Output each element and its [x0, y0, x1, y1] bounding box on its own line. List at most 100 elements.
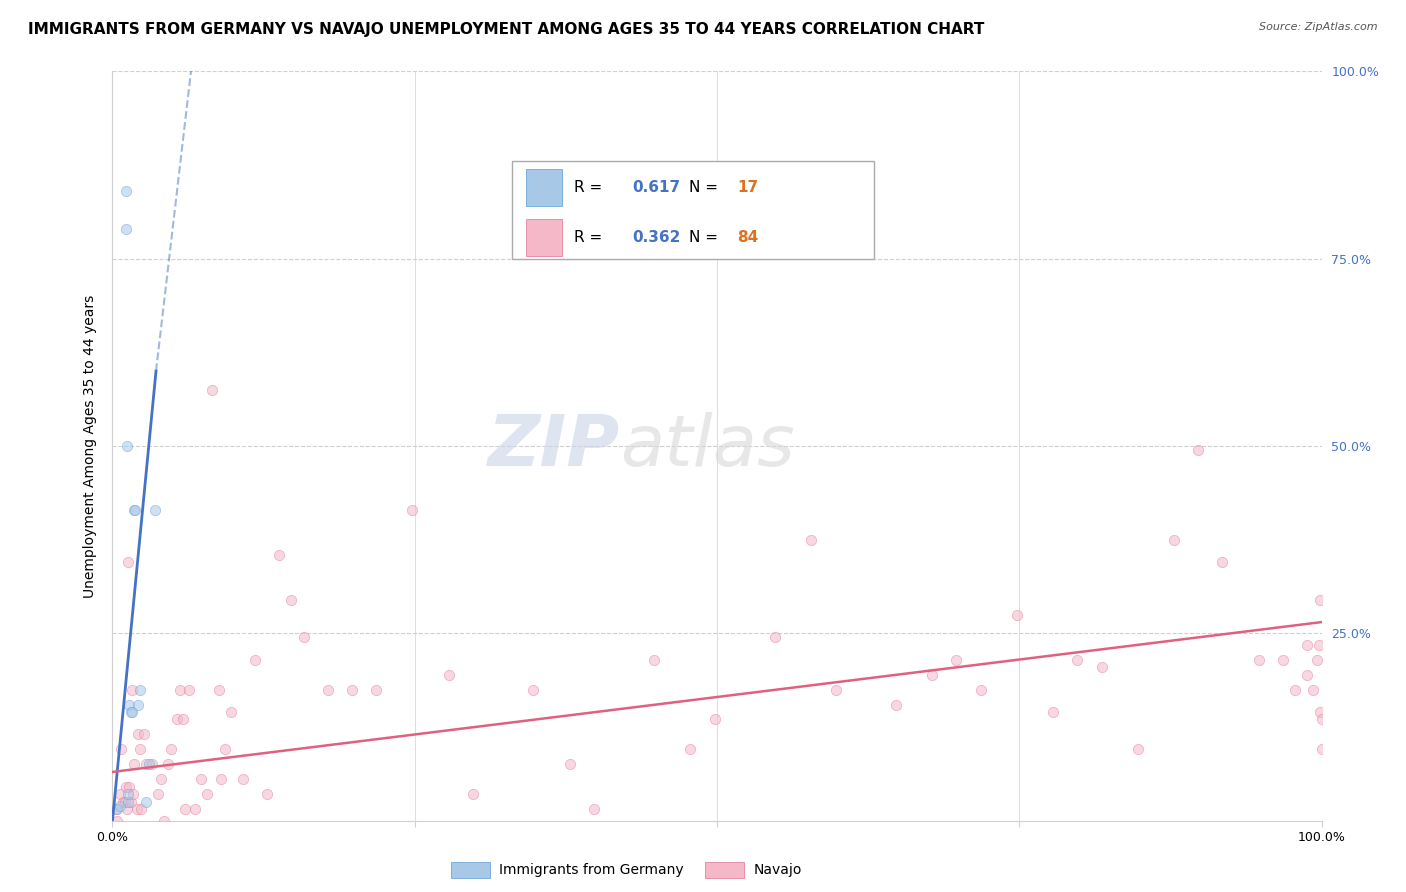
- Text: Immigrants from Germany: Immigrants from Germany: [499, 863, 685, 877]
- Point: [643, 652, 665, 666]
- Point: [1296, 667, 1319, 681]
- Text: Navajo: Navajo: [754, 863, 801, 877]
- Point: [141, 757, 163, 772]
- Point: [121, 705, 143, 719]
- Point: [582, 802, 605, 816]
- Text: IMMIGRANTS FROM GERMANY VS NAVAJO UNEMPLOYMENT AMONG AGES 35 TO 44 YEARS CORRELA: IMMIGRANTS FROM GERMANY VS NAVAJO UNEMPL…: [28, 22, 984, 37]
- Point: [117, 555, 139, 569]
- Point: [1247, 652, 1270, 666]
- Point: [1042, 705, 1064, 719]
- Point: [135, 757, 157, 772]
- Point: [209, 772, 232, 787]
- Point: [243, 652, 266, 666]
- Text: N =: N =: [689, 180, 723, 195]
- FancyBboxPatch shape: [704, 862, 744, 879]
- Point: [157, 757, 180, 772]
- Point: [115, 802, 138, 816]
- Point: [124, 502, 146, 516]
- Point: [280, 592, 302, 607]
- Point: [201, 383, 224, 397]
- FancyBboxPatch shape: [526, 169, 562, 206]
- Point: [1211, 555, 1233, 569]
- Point: [138, 757, 160, 772]
- Point: [292, 630, 315, 644]
- Point: [120, 705, 142, 719]
- Point: [131, 802, 153, 816]
- Point: [122, 788, 145, 802]
- Point: [190, 772, 212, 787]
- Point: [148, 788, 170, 802]
- Point: [149, 772, 172, 787]
- Point: [256, 788, 278, 802]
- Point: [364, 682, 387, 697]
- Point: [117, 795, 139, 809]
- Point: [1090, 660, 1112, 674]
- Text: N =: N =: [689, 230, 723, 245]
- Point: [1306, 652, 1329, 666]
- Point: [172, 713, 194, 727]
- Y-axis label: Unemployment Among Ages 35 to 44 years: Unemployment Among Ages 35 to 44 years: [83, 294, 97, 598]
- Point: [945, 652, 967, 666]
- Point: [316, 682, 339, 697]
- Point: [153, 814, 176, 828]
- Point: [703, 713, 725, 727]
- Point: [1309, 705, 1331, 719]
- Point: [118, 780, 141, 794]
- Point: [1126, 742, 1149, 756]
- Point: [1302, 682, 1324, 697]
- Point: [125, 802, 148, 816]
- Point: [105, 802, 128, 816]
- Text: R =: R =: [575, 230, 607, 245]
- Text: ZIP: ZIP: [488, 411, 620, 481]
- Point: [105, 814, 128, 828]
- Text: 0.362: 0.362: [633, 230, 681, 245]
- Point: [122, 757, 145, 772]
- Point: [114, 221, 136, 235]
- Point: [1296, 638, 1319, 652]
- Text: R =: R =: [575, 180, 607, 195]
- Point: [1187, 442, 1209, 457]
- Point: [232, 772, 254, 787]
- Point: [195, 788, 218, 802]
- Point: [105, 802, 128, 816]
- Point: [177, 682, 200, 697]
- Point: [340, 682, 363, 697]
- Point: [127, 727, 149, 741]
- Point: [114, 780, 136, 794]
- FancyBboxPatch shape: [451, 862, 489, 879]
- Point: [1310, 713, 1333, 727]
- Point: [112, 795, 135, 809]
- Point: [269, 548, 291, 562]
- Point: [121, 682, 143, 697]
- Point: [461, 788, 484, 802]
- Point: [800, 533, 823, 547]
- Point: [114, 795, 136, 809]
- Point: [129, 742, 152, 756]
- Point: [921, 667, 943, 681]
- Point: [108, 798, 131, 813]
- Point: [108, 788, 131, 802]
- Point: [884, 698, 907, 712]
- Point: [1066, 652, 1088, 666]
- Point: [174, 802, 197, 816]
- Point: [208, 682, 231, 697]
- Point: [143, 502, 166, 516]
- Point: [114, 184, 136, 198]
- FancyBboxPatch shape: [526, 219, 562, 256]
- Text: atlas: atlas: [620, 411, 794, 481]
- Point: [522, 682, 544, 697]
- Point: [219, 705, 242, 719]
- Point: [1309, 592, 1331, 607]
- Point: [129, 682, 152, 697]
- Text: 84: 84: [738, 230, 759, 245]
- Point: [166, 713, 188, 727]
- Point: [169, 682, 191, 697]
- Point: [558, 757, 581, 772]
- Point: [159, 742, 181, 756]
- Text: 0.617: 0.617: [633, 180, 681, 195]
- Point: [183, 802, 205, 816]
- Point: [214, 742, 236, 756]
- Point: [679, 742, 702, 756]
- Point: [117, 788, 139, 802]
- Point: [120, 795, 142, 809]
